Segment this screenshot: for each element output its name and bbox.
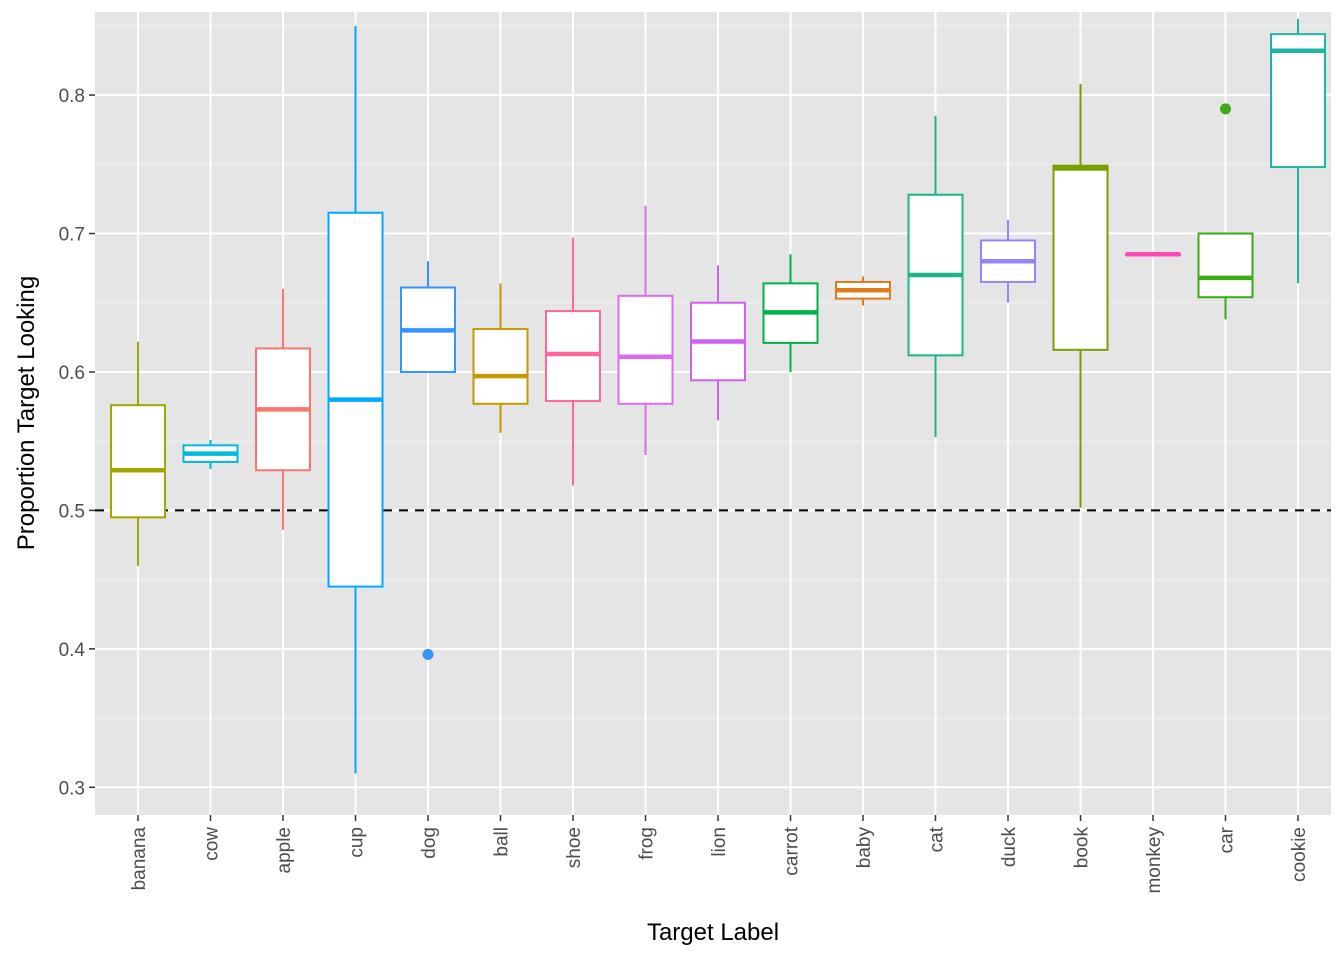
box-body	[110, 404, 166, 519]
box-body	[1270, 33, 1326, 169]
box-body	[1052, 164, 1109, 351]
box-shoe	[545, 237, 601, 486]
y-axis: 0.3 0.4 0.5 0.6 0.7 0.8	[59, 86, 95, 799]
box-body	[1197, 232, 1254, 299]
y-tick-label: 0.5	[59, 501, 85, 522]
x-tick-label: dog	[419, 827, 440, 859]
x-tick-label: cow	[202, 827, 223, 861]
boxes-group	[110, 18, 1326, 774]
box-ball	[472, 283, 529, 433]
outlier-point	[1220, 103, 1231, 115]
x-tick-label: duck	[999, 827, 1020, 868]
x-axis: banana cow apple cup dog ball shoe frog lion carr…	[129, 815, 1310, 894]
x-tick-label: ball	[492, 827, 513, 857]
x-tick-label: book	[1072, 827, 1093, 869]
box-car	[1197, 103, 1254, 320]
x-tick-label: shoe	[564, 827, 585, 868]
x-tick-label: cat	[927, 826, 948, 852]
x-axis-title: Target Label	[647, 919, 779, 946]
x-tick-label: frog	[637, 827, 658, 860]
box-monkey	[1125, 252, 1181, 257]
outlier-point	[422, 648, 434, 660]
x-tick-label: cookie	[1289, 827, 1310, 882]
x-tick-label: apple	[274, 827, 295, 874]
y-tick-label: 0.7	[59, 225, 85, 246]
x-tick-label: car	[1217, 826, 1238, 853]
y-tick-label: 0.6	[59, 363, 85, 384]
x-tick-label: carrot	[782, 826, 803, 875]
box-banana	[110, 341, 166, 566]
box-duck	[980, 219, 1036, 303]
x-tick-label: banana	[129, 827, 150, 891]
box-book	[1052, 83, 1109, 508]
box-body	[617, 294, 674, 405]
box-baby	[835, 276, 891, 306]
x-tick-label: cup	[347, 827, 368, 858]
box-dog	[400, 261, 456, 660]
box-lion	[690, 265, 746, 421]
y-tick-label: 0.4	[59, 640, 86, 661]
y-tick-label: 0.3	[59, 778, 85, 799]
x-tick-label: monkey	[1144, 827, 1165, 894]
box-cat	[907, 115, 964, 438]
x-tick-label: baby	[854, 827, 875, 869]
y-tick-label: 0.8	[59, 86, 85, 107]
box-cup	[327, 25, 384, 774]
box-frog	[617, 205, 674, 456]
box-apple	[255, 288, 311, 530]
box-body	[472, 328, 529, 405]
x-tick-label: lion	[709, 827, 730, 857]
y-axis-title: Proportion Target Looking	[13, 276, 40, 550]
box-carrot	[762, 254, 819, 372]
box-cookie	[1270, 18, 1326, 284]
box-cow	[182, 439, 239, 469]
